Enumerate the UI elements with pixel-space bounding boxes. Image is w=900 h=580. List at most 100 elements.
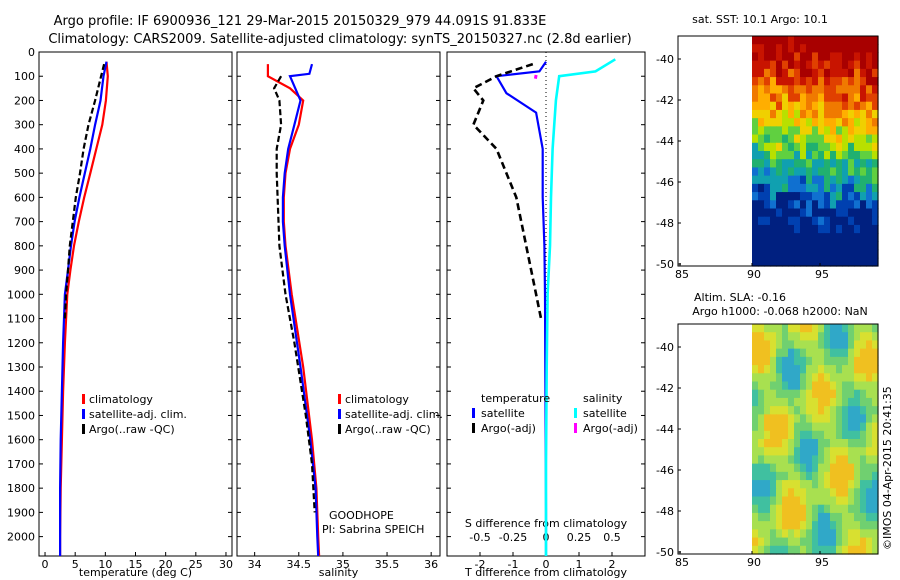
map-cell	[854, 68, 861, 78]
map-cell	[860, 356, 867, 366]
map-cell	[830, 340, 837, 350]
map-cell	[752, 118, 759, 127]
map-cell	[758, 463, 765, 473]
map-cell	[770, 381, 777, 391]
map-cell	[818, 381, 825, 391]
map-cell	[854, 521, 861, 530]
map-cell	[770, 159, 777, 169]
map-cell	[776, 356, 783, 366]
map-cell	[764, 159, 771, 169]
map-cell	[788, 233, 795, 242]
map-cell	[776, 257, 783, 267]
map-cell	[782, 447, 789, 457]
map-cell	[812, 545, 819, 555]
map-cell	[800, 77, 807, 86]
map-cell	[818, 183, 825, 193]
map-cell	[800, 200, 807, 210]
map-cell	[872, 356, 879, 366]
map-cell	[806, 447, 813, 457]
map-cell	[794, 109, 801, 119]
map-cell	[788, 44, 795, 54]
map-cell	[764, 175, 771, 185]
map-cell	[842, 373, 849, 383]
map-cell	[866, 439, 873, 448]
map-cell	[788, 529, 795, 539]
map-cell	[764, 521, 771, 530]
map-cell	[812, 249, 819, 259]
map-cell	[782, 488, 789, 498]
map-cell	[800, 109, 807, 119]
map-cell	[794, 455, 801, 465]
map-cell	[836, 68, 843, 78]
map-y-tick-label: -50	[656, 546, 674, 559]
map-cell	[824, 439, 831, 448]
map-cell	[848, 324, 855, 333]
map-cell	[764, 257, 771, 267]
map-cell	[848, 463, 855, 473]
map-cell	[782, 397, 789, 407]
map-cell	[824, 348, 831, 358]
map-cell	[752, 512, 759, 522]
map-cell	[866, 332, 873, 342]
map-cell	[854, 93, 861, 103]
y-tick-label: 500	[14, 167, 35, 180]
y-tick-label: 1500	[7, 409, 35, 422]
map-cell	[872, 233, 879, 242]
imos-credit: ©IMOS 04-Apr-2015 20:41:35	[881, 386, 894, 550]
map-cell	[836, 44, 843, 54]
map-cell	[860, 68, 867, 78]
map-cell	[854, 216, 861, 226]
map-cell	[806, 241, 813, 251]
map-cell	[818, 109, 825, 119]
map-cell	[758, 348, 765, 358]
map-y-tick-label: -44	[656, 135, 674, 148]
map-cell	[764, 77, 771, 86]
map-cell	[806, 537, 813, 547]
map-cell	[848, 68, 855, 78]
map-cell	[836, 216, 843, 226]
map-cell	[764, 447, 771, 457]
map-cell	[818, 208, 825, 218]
map-cell	[758, 430, 765, 440]
map-cell	[848, 422, 855, 432]
x-axis-label: T difference from climatology	[464, 566, 627, 579]
map-cell	[806, 496, 813, 506]
map-cell	[854, 60, 861, 70]
map-cell	[776, 85, 783, 95]
x-axis-label: salinity	[319, 566, 359, 579]
map-cell	[788, 200, 795, 210]
map-cell	[800, 216, 807, 226]
map-x-tick-label: 90	[747, 268, 761, 281]
map-cell	[752, 142, 759, 152]
map-cell	[842, 241, 849, 251]
map-cell	[752, 373, 759, 383]
map-cell	[854, 118, 861, 127]
map-cell	[770, 488, 777, 498]
legend-label: satellite	[481, 407, 525, 420]
map-cell	[854, 183, 861, 193]
map-cell	[788, 439, 795, 448]
map-cell	[848, 192, 855, 201]
map-cell	[788, 109, 795, 119]
map-cell	[848, 93, 855, 103]
map-cell	[818, 455, 825, 465]
map-cell	[758, 480, 765, 489]
map-cell	[800, 183, 807, 193]
map-cell	[794, 200, 801, 210]
map-cell	[824, 422, 831, 432]
map-cell	[800, 447, 807, 457]
map-cell	[794, 439, 801, 448]
map-cell	[758, 471, 765, 481]
map-cell	[806, 159, 813, 169]
map-cell	[776, 480, 783, 489]
map-cell	[842, 537, 849, 547]
map-cell	[800, 373, 807, 383]
map-cell	[800, 529, 807, 539]
map-cell	[794, 249, 801, 259]
map-cell	[824, 44, 831, 54]
map-cell	[770, 324, 777, 333]
map-cell	[806, 118, 813, 127]
map-cell	[788, 463, 795, 473]
map-cell	[824, 208, 831, 218]
map-cell	[788, 167, 795, 177]
